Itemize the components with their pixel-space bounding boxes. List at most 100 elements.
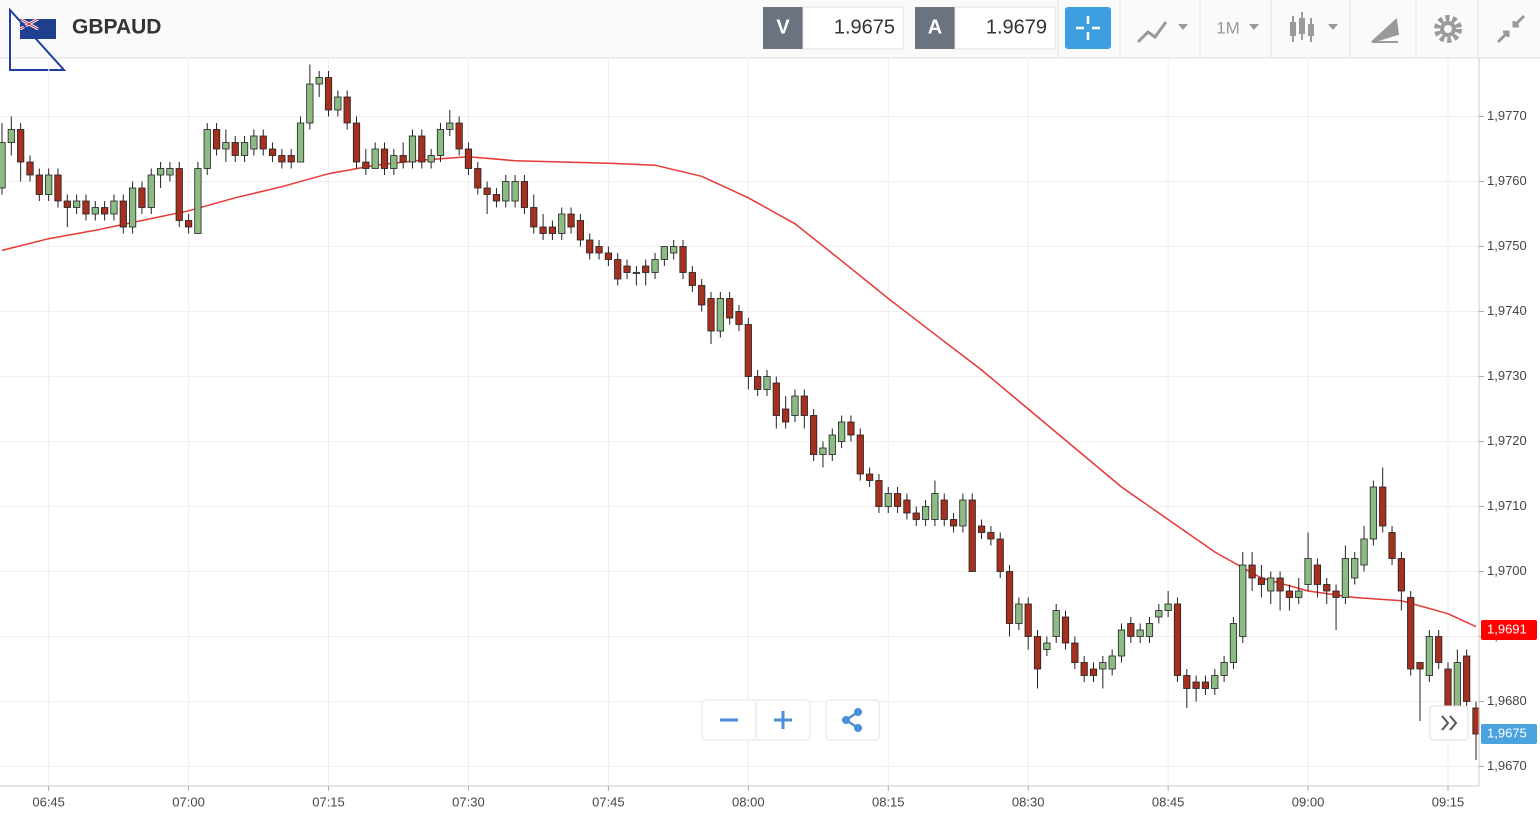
candle-body xyxy=(1276,577,1284,592)
candle-body xyxy=(101,207,109,215)
candle-body xyxy=(726,298,734,319)
candle-body xyxy=(912,512,920,520)
bid-price: 1.9675 xyxy=(834,16,895,38)
candle-body xyxy=(931,493,939,520)
candle-body xyxy=(7,129,15,143)
x-tick-label: 07:45 xyxy=(592,794,625,809)
candle-body xyxy=(968,499,976,572)
candle-body xyxy=(492,194,501,202)
candle-body xyxy=(483,187,491,195)
candle-body xyxy=(1313,564,1322,585)
candle-body xyxy=(595,246,603,254)
candle-body xyxy=(903,499,911,514)
candle-body xyxy=(1351,558,1359,579)
chart-type-button[interactable] xyxy=(1136,21,1188,44)
candle-body xyxy=(1453,662,1461,709)
candle-body xyxy=(1416,662,1424,670)
settings-button[interactable] xyxy=(1434,15,1462,43)
candle-body xyxy=(287,155,295,163)
candle-body xyxy=(147,174,155,208)
candle-body xyxy=(63,200,71,208)
crosshair-button[interactable] xyxy=(1065,7,1111,49)
candle-body xyxy=(670,246,678,254)
candle-body xyxy=(866,473,874,481)
candle-body xyxy=(436,129,445,156)
candle-body xyxy=(754,376,762,390)
candle-body xyxy=(156,168,165,176)
x-tick-label: 07:15 xyxy=(312,794,345,809)
candle-body xyxy=(110,200,118,215)
zoom-in-button[interactable] xyxy=(774,711,792,729)
price-marker-label: 1,9691 xyxy=(1487,621,1527,636)
price-marker xyxy=(1481,620,1537,640)
candle-body xyxy=(1099,662,1107,670)
candle-body xyxy=(502,181,510,202)
timeframe-caret xyxy=(1249,24,1259,30)
candle-body xyxy=(511,181,519,202)
candle-body xyxy=(1155,610,1163,618)
candle-body xyxy=(707,298,715,332)
y-tick-label: 1,9750 xyxy=(1487,238,1527,253)
candle-body xyxy=(856,434,864,475)
timeframe[interactable]: 1M xyxy=(1216,18,1240,37)
candle-body xyxy=(278,155,286,163)
candle-body xyxy=(791,395,799,416)
candle-body xyxy=(0,142,6,189)
candle-body xyxy=(371,148,379,169)
candle-body xyxy=(231,142,239,156)
ask-box[interactable] xyxy=(954,6,1056,50)
draw-tool-button[interactable] xyxy=(1371,17,1400,43)
candle-body xyxy=(875,480,883,507)
x-tick-label: 08:15 xyxy=(872,794,905,809)
candles xyxy=(0,64,1480,760)
candle-body xyxy=(1136,629,1144,637)
candle-body xyxy=(1127,623,1135,637)
candle-body xyxy=(184,220,193,228)
candle-body xyxy=(296,122,305,163)
y-tick-label: 1,9710 xyxy=(1487,498,1527,513)
candle-body xyxy=(586,239,594,254)
candle-body xyxy=(45,174,53,195)
candle-body xyxy=(1435,636,1443,663)
flag xyxy=(9,7,67,71)
bid-label: V xyxy=(776,16,790,38)
candle-body xyxy=(1407,597,1415,670)
candle-body xyxy=(1239,564,1247,637)
x-tick-label: 08:30 xyxy=(1012,794,1045,809)
candle-body xyxy=(996,538,1004,572)
candle-body xyxy=(987,532,995,540)
candle-body xyxy=(772,382,780,416)
candle-body xyxy=(1089,668,1098,676)
y-tick-label: 1,9680 xyxy=(1487,693,1527,708)
candle-body xyxy=(26,161,34,176)
candle-body xyxy=(558,213,566,234)
share-button[interactable] xyxy=(825,699,880,741)
candle-body xyxy=(427,155,435,163)
collapse-button[interactable] xyxy=(1496,14,1526,44)
candle-body xyxy=(539,226,547,234)
candle-body xyxy=(632,272,640,274)
candle-body xyxy=(1379,486,1387,527)
candle-body xyxy=(1285,590,1294,598)
candle-body xyxy=(744,324,752,377)
candle-body xyxy=(1211,675,1219,689)
scroll-to-end-button[interactable] xyxy=(1429,705,1469,741)
candle-body xyxy=(1472,707,1480,735)
candle-style-button[interactable] xyxy=(1290,12,1338,42)
y-tick-label: 1,9720 xyxy=(1487,433,1527,448)
price-marker xyxy=(1481,724,1537,744)
candle-body xyxy=(455,122,463,150)
candle-body xyxy=(688,272,696,286)
candle-body xyxy=(782,408,790,423)
candle-body xyxy=(810,415,818,455)
candle-body xyxy=(54,174,62,202)
candle-body xyxy=(763,376,771,390)
candle-body xyxy=(1341,558,1349,598)
candle-body xyxy=(1164,603,1172,611)
x-tick-label: 07:00 xyxy=(172,794,205,809)
x-tick-label: 07:30 xyxy=(452,794,485,809)
bid-box[interactable] xyxy=(802,6,904,50)
